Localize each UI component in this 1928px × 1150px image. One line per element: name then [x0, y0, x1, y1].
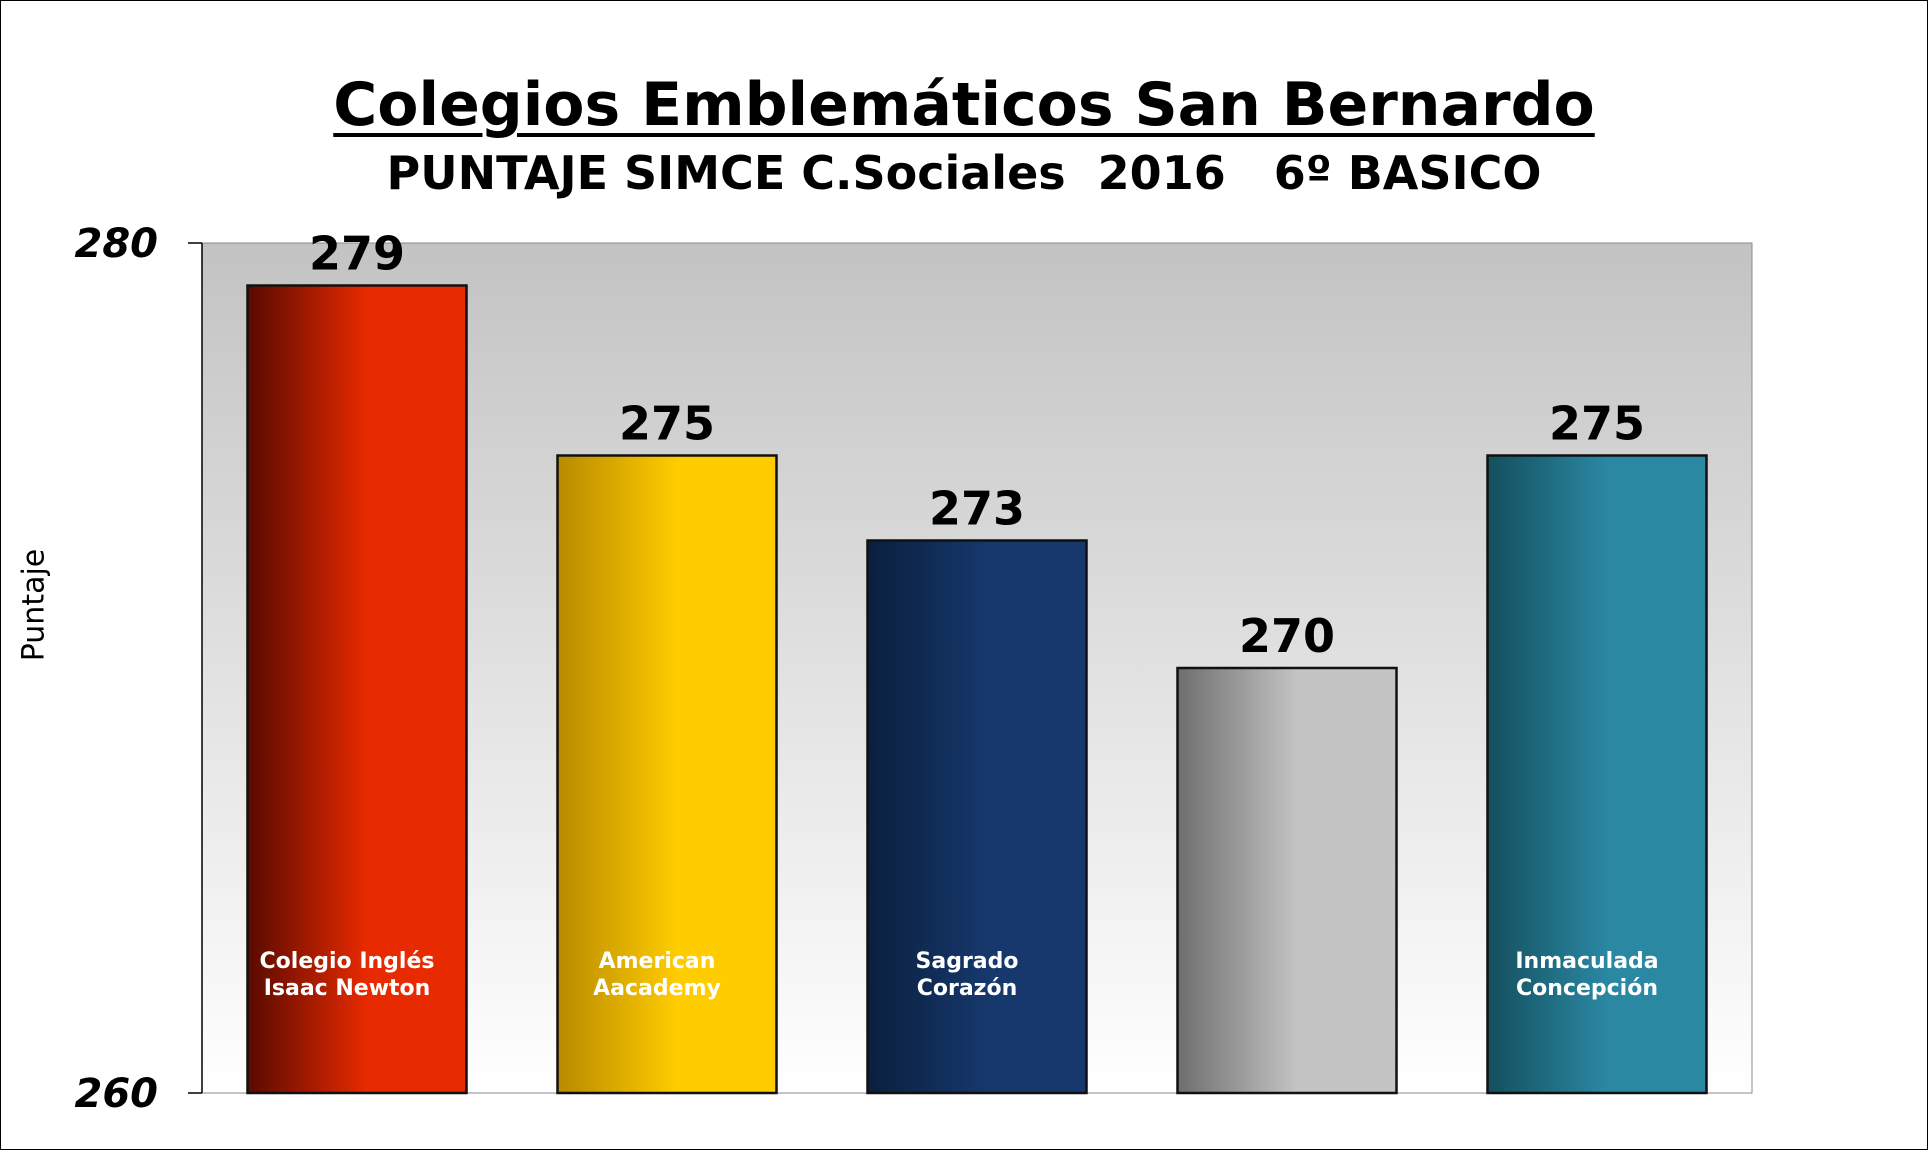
bar-2: [866, 539, 1088, 1095]
bars: [246, 284, 1708, 1095]
value-label-4: 275: [1549, 397, 1645, 451]
value-label-0: 279: [309, 227, 405, 281]
category-label-0: Isaac Newton: [264, 976, 431, 1001]
category-label-4: Concepción: [1516, 976, 1658, 1001]
y-tick-label: 260: [75, 1071, 159, 1117]
category-label-2: Corazón: [917, 976, 1018, 1001]
category-label-1: Aacademy: [593, 976, 721, 1001]
category-label-1: American: [599, 949, 716, 974]
chart-subtitle: PUNTAJE SIMCE C.Sociales 2016 6º BASICO: [386, 146, 1542, 200]
y-tick-label: 280: [75, 221, 159, 267]
bar-3: [1176, 666, 1398, 1095]
bar-1: [556, 454, 778, 1095]
value-label-1: 275: [619, 397, 715, 451]
bar-4: [1486, 454, 1708, 1095]
axes: 260 280: [75, 221, 203, 1117]
value-label-2: 273: [929, 482, 1025, 536]
category-label-4: Inmaculada: [1515, 949, 1658, 974]
category-label-2: Sagrado: [916, 949, 1019, 974]
chart-title: Colegios Emblemáticos San Bernardo: [333, 70, 1595, 140]
bar-0: [246, 284, 468, 1095]
category-label-0: Colegio Inglés: [260, 949, 435, 974]
value-label-3: 270: [1239, 609, 1335, 663]
